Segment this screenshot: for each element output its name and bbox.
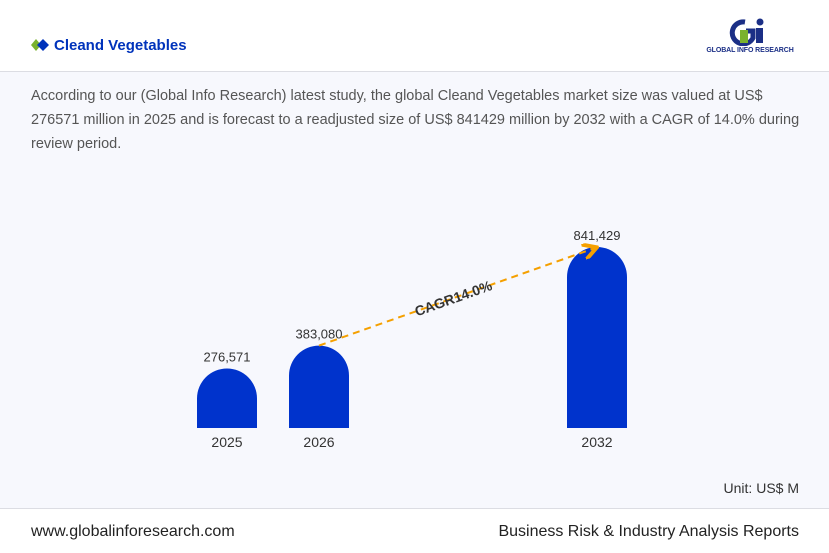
x-tick-label: 2032 [581, 434, 612, 450]
data-label: 841,429 [574, 228, 621, 243]
data-label: 383,080 [296, 327, 343, 342]
company-logo: GLOBAL INFO RESEARCH [697, 16, 803, 60]
unit-label: Unit: US$ M [723, 480, 799, 496]
bar-2032 [567, 247, 627, 428]
x-tick-label: 2026 [303, 434, 334, 450]
x-tick-label: 2025 [211, 434, 242, 450]
footer: www.globalinforesearch.com Business Risk… [0, 508, 829, 553]
header: Cleand Vegetables GLOBAL INFO RESEARCH [0, 0, 829, 72]
bar-2026 [289, 345, 349, 428]
cagr-label: CAGR14.0% [413, 277, 495, 319]
cagr-arrow [318, 248, 595, 347]
market-description: According to our (Global Info Research) … [31, 88, 800, 152]
logo-text: GLOBAL INFO RESEARCH [706, 47, 794, 54]
website-link[interactable]: www.globalinforesearch.com [31, 523, 235, 540]
bar-2025 [197, 368, 258, 428]
page-title: Cleand Vegetables [54, 37, 187, 54]
footer-tagline: Business Risk & Industry Analysis Report… [498, 523, 799, 540]
data-label: 276,571 [204, 350, 251, 365]
bar-chart: 276,571 2025 383,080 2026 841,429 2032 CAGR14… [197, 228, 627, 450]
diamond-icon [31, 39, 49, 51]
